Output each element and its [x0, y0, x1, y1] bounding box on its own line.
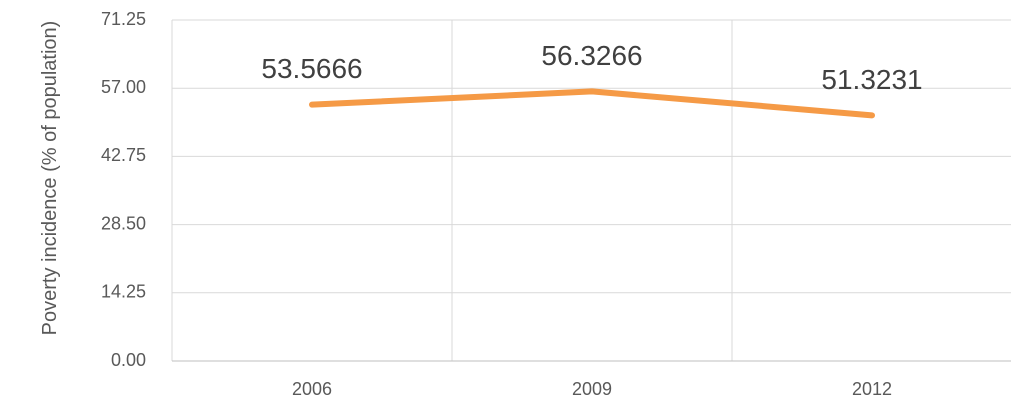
- series-line: [309, 88, 875, 119]
- y-tick-label: 42.75: [101, 145, 146, 165]
- x-tick-label: 2006: [292, 379, 332, 399]
- data-label: 53.5666: [261, 53, 362, 84]
- y-tick-label: 57.00: [101, 77, 146, 97]
- x-tick-label: 2009: [572, 379, 612, 399]
- y-tick-label: 14.25: [101, 282, 146, 302]
- y-tick-label: 28.50: [101, 213, 146, 233]
- data-label: 51.3231: [821, 64, 922, 95]
- x-tick-label: 2012: [852, 379, 892, 399]
- data-label: 56.3266: [541, 40, 642, 71]
- y-tick-label: 71.25: [101, 9, 146, 29]
- y-tick-label: 0.00: [111, 350, 146, 370]
- y-axis-label: Poverty incidence (% of population): [39, 20, 61, 336]
